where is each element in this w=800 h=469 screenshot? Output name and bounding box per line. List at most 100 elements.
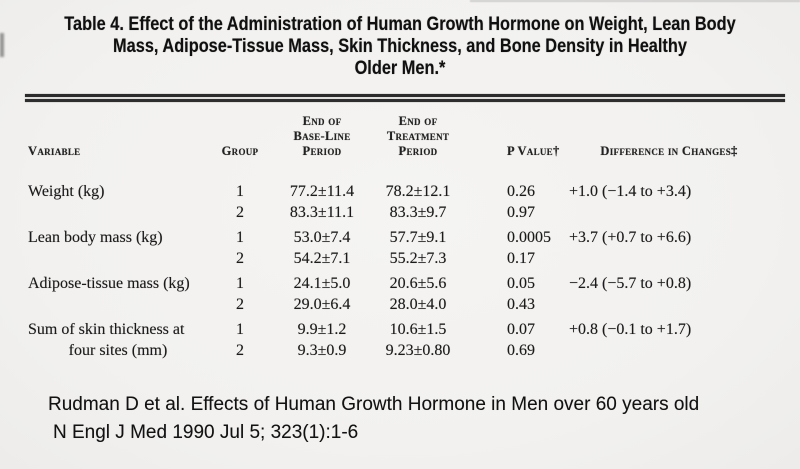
difference-value — [560, 248, 598, 269]
scan-artifact-top-edge — [470, 0, 800, 2]
treatment-cell: 57.7±9.1 55.2±7.3 — [376, 227, 460, 269]
variable-cell: Adipose-tissue mass (kg) — [28, 273, 212, 315]
group-value: 2 — [236, 295, 244, 313]
ci-cell: (−1.4 to +3.4) — [598, 181, 748, 223]
table-row-group: Lean body mass (kg) 1 2 53.0±7.4 54.2±7.1 57.… — [0, 227, 800, 269]
scan-artifact-left-smudge — [0, 33, 4, 57]
difference-cell: +1.0 — [560, 181, 598, 223]
baseline-cell: 77.2±11.4 83.3±11.1 — [268, 181, 376, 223]
citation: Rudman D et al. Effects of Human Growth … — [0, 391, 800, 447]
p-value-value: 0.07 — [507, 320, 535, 338]
treatment-value: 10.6±1.5 — [389, 320, 447, 338]
column-header-difference-in-changes: Difference in Changes‡ — [600, 143, 738, 158]
group-value: 2 — [236, 203, 244, 221]
variable-label-line: Weight (kg) — [28, 182, 105, 200]
group-value: 1 — [236, 228, 244, 246]
table-row-group: Adipose-tissue mass (kg) 1 2 24.1±5.0 29.0±6… — [0, 273, 800, 315]
difference-cell: +3.7 — [560, 227, 598, 269]
baseline-value: 77.2±11.4 — [289, 182, 355, 200]
p-value-cell: 0.26 0.97 — [460, 181, 560, 223]
p-value-cell: 0.07 0.69 — [460, 319, 560, 361]
p-value-value: 0.05 — [507, 274, 535, 292]
variable-label-line: Adipose-tissue mass (kg) — [28, 274, 190, 292]
table-row-group: Weight (kg) 1 2 77.2±11.4 83.3±11.1 78.2±12.1… — [0, 181, 800, 223]
difference-value: +0.8 — [568, 320, 598, 338]
treatment-value: 78.2±12.1 — [385, 182, 451, 200]
baseline-value: 24.1±5.0 — [293, 274, 351, 292]
ci-value — [602, 340, 748, 361]
p-value-value: 0.26 — [507, 182, 535, 200]
variable-cell: Lean body mass (kg) — [28, 227, 212, 269]
difference-value: −2.4 — [568, 274, 598, 292]
group-value: 1 — [236, 182, 244, 200]
ci-cell: (−5.7 to +0.8) — [598, 273, 748, 315]
treatment-value: 28.0±4.0 — [389, 295, 447, 313]
ci-value: (−1.4 to +3.4) — [602, 182, 692, 200]
table-title: Table 4. Effect of the Administration of… — [0, 0, 800, 80]
baseline-value: 9.3±0.9 — [297, 341, 347, 359]
column-header-variable: Variable — [28, 143, 81, 158]
group-value: 1 — [236, 274, 244, 292]
baseline-cell: 9.9±1.2 9.3±0.9 — [268, 319, 376, 361]
difference-value: +1.0 — [568, 182, 598, 200]
table-title-line-1: Table 4. Effect of the Administration of… — [64, 14, 736, 35]
variable-cell: Sum of skin thickness at four sites (mm) — [28, 319, 212, 361]
treatment-cell: 78.2±12.1 83.3±9.7 — [376, 181, 460, 223]
group-value: 1 — [236, 320, 244, 338]
p-value-value: 0.43 — [507, 295, 535, 313]
baseline-value: 53.0±7.4 — [293, 228, 351, 246]
treatment-cell: 20.6±5.6 28.0±4.0 — [376, 273, 460, 315]
column-header-group: Group — [221, 143, 259, 158]
difference-value — [560, 294, 598, 315]
column-header-p-value: P Value† — [507, 143, 560, 158]
ci-value — [602, 294, 748, 315]
group-value: 2 — [236, 249, 244, 267]
citation-line-1: Rudman D et al. Effects of Human Growth … — [48, 393, 700, 415]
baseline-value: 29.0±6.4 — [293, 295, 351, 313]
p-value-cell: 0.0005 0.17 — [460, 227, 560, 269]
group-value: 2 — [236, 341, 244, 359]
column-header-baseline-period: End of Base-Line Period — [293, 113, 351, 158]
table-title-line-2: Mass, Adipose-Tissue Mass, Skin Thicknes… — [113, 36, 687, 57]
ci-cell: (−0.1 to +1.7) — [598, 319, 748, 361]
p-value-value: 0.69 — [507, 341, 535, 359]
difference-value — [560, 202, 598, 223]
table-top-double-rule — [25, 94, 785, 102]
treatment-value: 57.7±9.1 — [389, 228, 447, 246]
citation-line-2: N Engl J Med 1990 Jul 5; 323(1):1-6 — [53, 421, 359, 443]
treatment-value: 55.2±7.3 — [389, 249, 447, 267]
baseline-value: 83.3±11.1 — [289, 203, 355, 221]
treatment-value: 20.6±5.6 — [389, 274, 447, 292]
difference-cell: +0.8 — [560, 319, 598, 361]
difference-cell: −2.4 — [560, 273, 598, 315]
table-header-row: Variable Group End of Base-Line Period E… — [0, 114, 800, 159]
p-value-value: 0.97 — [507, 203, 535, 221]
variable-cell: Weight (kg) — [28, 181, 212, 223]
baseline-value: 54.2±7.1 — [293, 249, 351, 267]
column-header-treatment-period: End of Treatment Period — [386, 113, 450, 158]
ci-value: (−0.1 to +1.7) — [602, 320, 692, 338]
baseline-cell: 24.1±5.0 29.0±6.4 — [268, 273, 376, 315]
ci-cell: (+0.7 to +6.6) — [598, 227, 748, 269]
ci-value — [602, 202, 748, 223]
p-value-value: 0.17 — [507, 249, 535, 267]
baseline-cell: 53.0±7.4 54.2±7.1 — [268, 227, 376, 269]
p-value-value: 0.0005 — [507, 228, 551, 246]
difference-value — [560, 340, 598, 361]
p-value-cell: 0.05 0.43 — [460, 273, 560, 315]
table-row-group: Sum of skin thickness at four sites (mm) 1… — [0, 319, 800, 361]
ci-value: (−5.7 to +0.8) — [602, 274, 692, 292]
variable-label-line: Sum of skin thickness at — [28, 320, 185, 338]
difference-value: +3.7 — [568, 228, 598, 246]
treatment-cell: 10.6±1.5 9.23±0.80 — [376, 319, 460, 361]
table-title-line-3: Older Men.* — [354, 58, 446, 79]
treatment-value: 9.23±0.80 — [385, 341, 451, 359]
baseline-value: 9.9±1.2 — [297, 320, 347, 338]
treatment-value: 83.3±9.7 — [389, 203, 447, 221]
ci-value: (+0.7 to +6.6) — [602, 228, 692, 246]
variable-label-line: Lean body mass (kg) — [28, 228, 163, 246]
ci-value — [602, 248, 748, 269]
